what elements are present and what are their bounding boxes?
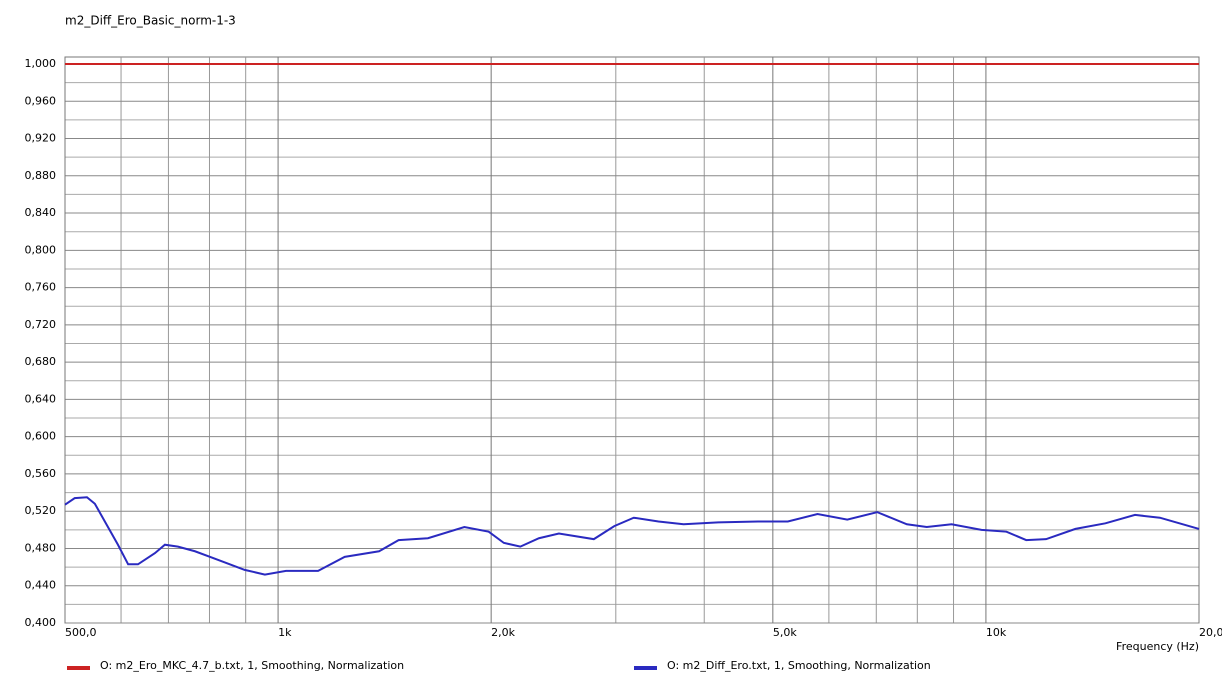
y-tick-label: 0,800 [25, 243, 57, 256]
x-axis-label: Frequency (Hz) [1116, 640, 1199, 653]
y-tick-label: 0,600 [25, 430, 57, 443]
x-tick-label: 2,0k [491, 626, 515, 639]
x-tick-label: 20,0 [1199, 626, 1222, 639]
legend-label: O: m2_Diff_Ero.txt, 1, Smoothing, Normal… [667, 659, 931, 672]
y-tick-label: 0,920 [25, 132, 57, 145]
y-tick-label: 0,480 [25, 541, 57, 554]
x-tick-label: 500,0 [65, 626, 97, 639]
chart-title: m2_Diff_Ero_Basic_norm-1-3 [65, 14, 236, 28]
y-tick-label: 0,640 [25, 392, 57, 405]
y-tick-label: 0,960 [25, 94, 57, 107]
x-tick-label: 5,0k [773, 626, 797, 639]
y-tick-label: 0,520 [25, 504, 57, 517]
y-tick-label: 0,680 [25, 355, 57, 368]
y-tick-label: 0,880 [25, 169, 57, 182]
legend-label: O: m2_Ero_MKC_4.7_b.txt, 1, Smoothing, N… [100, 659, 404, 672]
y-tick-label: 1,000 [25, 57, 57, 70]
y-tick-label: 0,840 [25, 206, 57, 219]
x-tick-label: 1k [278, 626, 292, 639]
series-line [64, 496, 1200, 576]
y-tick-label: 0,560 [25, 467, 57, 480]
y-tick-label: 0,440 [25, 579, 57, 592]
y-tick-label: 0,760 [25, 281, 57, 294]
x-tick-label: 10k [986, 626, 1007, 639]
plot-area [64, 56, 1200, 624]
y-tick-label: 0,400 [25, 616, 57, 629]
y-tick-label: 0,720 [25, 318, 57, 331]
